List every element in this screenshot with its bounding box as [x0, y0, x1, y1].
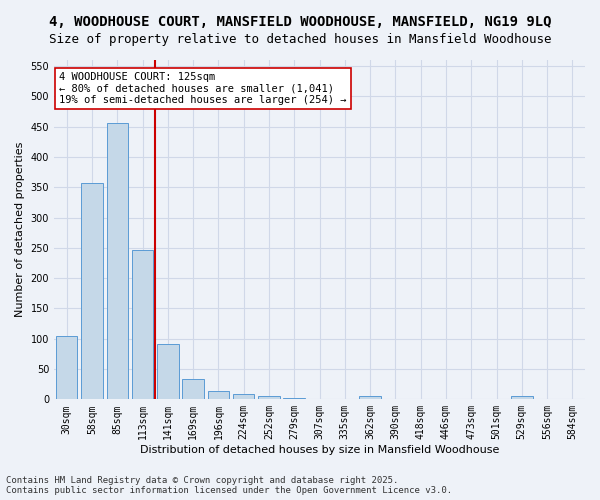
Text: Size of property relative to detached houses in Mansfield Woodhouse: Size of property relative to detached ho… [49, 32, 551, 46]
Y-axis label: Number of detached properties: Number of detached properties [15, 142, 25, 318]
Bar [132, 250, 153, 400]
Bar [182, 380, 204, 400]
Bar [107, 123, 128, 400]
Bar [511, 396, 533, 400]
Text: 4 WOODHOUSE COURT: 125sqm
← 80% of detached houses are smaller (1,041)
19% of se: 4 WOODHOUSE COURT: 125sqm ← 80% of detac… [59, 72, 347, 105]
Bar [233, 394, 254, 400]
Bar [283, 398, 305, 400]
Bar [258, 396, 280, 400]
Bar [81, 183, 103, 400]
X-axis label: Distribution of detached houses by size in Mansfield Woodhouse: Distribution of detached houses by size … [140, 445, 499, 455]
Text: Contains HM Land Registry data © Crown copyright and database right 2025.
Contai: Contains HM Land Registry data © Crown c… [6, 476, 452, 495]
Bar [157, 344, 179, 400]
Bar [208, 391, 229, 400]
Bar [359, 396, 381, 400]
Bar [56, 336, 77, 400]
Text: 4, WOODHOUSE COURT, MANSFIELD WOODHOUSE, MANSFIELD, NG19 9LQ: 4, WOODHOUSE COURT, MANSFIELD WOODHOUSE,… [49, 15, 551, 29]
